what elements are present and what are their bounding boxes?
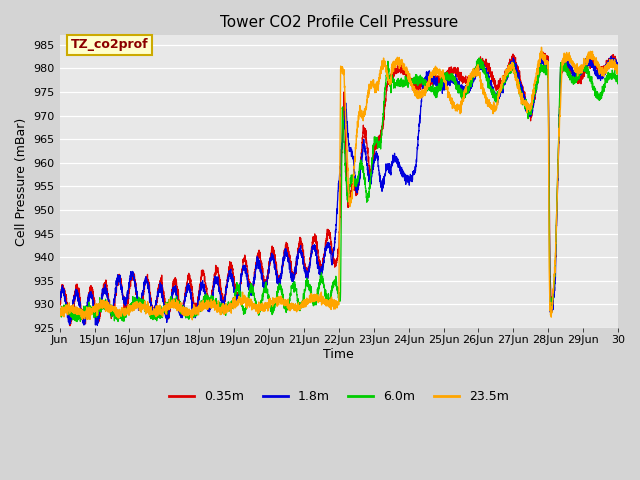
Text: TZ_co2prof: TZ_co2prof — [71, 38, 148, 51]
Y-axis label: Cell Pressure (mBar): Cell Pressure (mBar) — [15, 118, 28, 246]
Legend: 0.35m, 1.8m, 6.0m, 23.5m: 0.35m, 1.8m, 6.0m, 23.5m — [164, 385, 514, 408]
X-axis label: Time: Time — [323, 348, 354, 360]
Title: Tower CO2 Profile Cell Pressure: Tower CO2 Profile Cell Pressure — [220, 15, 458, 30]
